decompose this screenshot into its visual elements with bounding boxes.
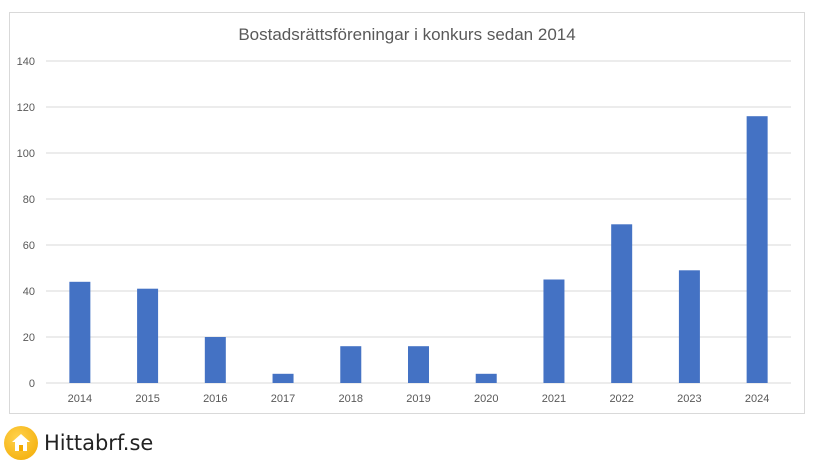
x-tick-label: 2014 [68,393,92,405]
bar-2015 [137,288,159,383]
y-tick-label: 80 [23,194,35,206]
bar-2021 [543,279,565,383]
bar-2018 [340,346,362,383]
x-tick-label: 2024 [745,393,769,405]
y-tick-label: 20 [23,332,35,344]
brand-name: Hittabrf.se [44,431,154,455]
x-tick-label: 2018 [339,393,363,405]
chart-title: Bostadsrättsföreningar i konkurs sedan 2… [238,25,575,44]
bar-2014 [69,281,91,383]
y-tick-label: 100 [17,148,35,160]
bar-2020 [475,373,497,383]
x-tick-label: 2016 [203,393,227,405]
bars [69,116,768,383]
bar-2023 [678,270,700,383]
bar-chart: Bostadsrättsföreningar i konkurs sedan 2… [17,25,791,405]
x-tick-label: 2023 [677,393,701,405]
bar-2024 [746,116,768,383]
gridlines [46,60,791,384]
brand[interactable]: Hittabrf.se [4,425,153,461]
x-tick-label: 2022 [609,393,633,405]
y-tick-label: 140 [17,56,35,68]
house-icon [4,426,38,460]
x-axis: 2014 2015 2016 2017 2018 2019 2020 2021 2022 2023… [68,393,770,405]
x-tick-label: 2017 [271,393,295,405]
y-tick-label: 60 [23,240,35,252]
y-tick-label: 120 [17,102,35,114]
x-tick-label: 2021 [542,393,566,405]
x-tick-label: 2015 [135,393,159,405]
y-axis: 0 20 40 60 80 100 120 140 [17,56,35,390]
bar-2017 [272,373,294,383]
bar-2019 [408,346,429,383]
x-tick-label: 2019 [406,393,430,405]
bar-2016 [204,337,226,383]
y-tick-label: 0 [29,378,35,390]
y-tick-label: 40 [23,286,35,298]
bar-2022 [611,224,633,383]
x-tick-label: 2020 [474,393,498,405]
